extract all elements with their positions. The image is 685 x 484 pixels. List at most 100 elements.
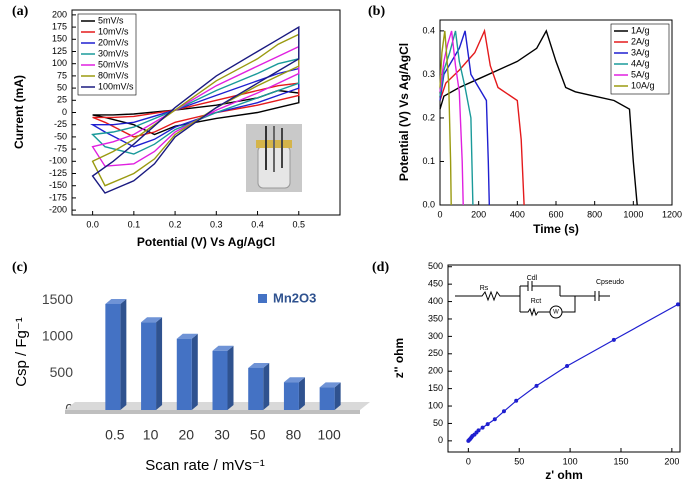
legend-label: 10A/g: [631, 80, 655, 90]
bar-side: [334, 382, 341, 410]
point: [476, 428, 481, 433]
bar-side: [191, 333, 198, 410]
y-tick-label: -125: [49, 168, 67, 178]
series-line: [439, 28, 525, 206]
legend-label: 100mV/s: [98, 81, 134, 91]
floor-front: [65, 410, 360, 414]
legend-label: 1A/g: [631, 25, 650, 35]
y-tick-label: 125: [52, 46, 67, 56]
x-tick-label: 0.3: [210, 219, 223, 229]
series-line: [439, 30, 490, 206]
y-tick-label: 350: [428, 313, 443, 323]
circuit-label: Rs: [480, 285, 489, 292]
x-tick-label: 0.1: [128, 219, 141, 229]
x-tick-label: 1000: [623, 209, 643, 219]
point: [514, 398, 519, 403]
legend-label: 4A/g: [631, 58, 650, 68]
y-tick-label: 200: [428, 366, 443, 376]
legend-label: 5mV/s: [98, 15, 124, 25]
y-tick-label: 100: [428, 400, 443, 410]
x-tick-label: 50: [250, 427, 266, 443]
point: [480, 425, 485, 430]
y-tick-label: -175: [49, 192, 67, 202]
bar: [105, 303, 121, 410]
legend-label: Mn2O3: [273, 290, 316, 305]
plot-frame: [447, 264, 681, 453]
legend-label: 50mV/s: [98, 59, 129, 69]
bar-side: [120, 298, 127, 410]
y-tick-label: -150: [49, 180, 67, 190]
legend-label: 2A/g: [631, 36, 650, 46]
y-tick-label: 500: [428, 261, 443, 271]
circuit-label: Cpseudo: [596, 279, 624, 286]
y-tick-label: 200: [52, 9, 67, 19]
x-tick-label: 0: [437, 209, 442, 219]
x-axis-title: Time (s): [533, 222, 579, 236]
x-tick-label: 50: [514, 456, 524, 466]
y-tick-label: 400: [428, 296, 443, 306]
bar: [283, 382, 299, 410]
x-tick-label: 0.5: [105, 427, 125, 443]
series-line: [467, 303, 679, 442]
circuit-label: W: [553, 310, 559, 316]
legend-label: 30mV/s: [98, 48, 129, 58]
bar-side: [298, 377, 305, 410]
x-tick-label: 100: [563, 456, 578, 466]
bar-top: [141, 317, 163, 323]
y-tick-label: 0.0: [422, 199, 435, 209]
series-line: [90, 67, 300, 148]
y-axis-title: z'' ohm: [392, 338, 406, 378]
circuit-label: Cdl: [527, 275, 538, 282]
legend-box: [610, 23, 670, 95]
panel: (a) Potential (V) Vs Ag/AgCl Current (mA) -…: [12, 4, 341, 249]
inset-photo: [246, 124, 302, 192]
x-tick-label: 0.5: [293, 219, 306, 229]
x-tick-label: 0.4: [251, 219, 264, 229]
panel-label: (a): [12, 4, 29, 19]
y-tick-label: 1000: [42, 328, 73, 344]
x-tick-label: 20: [178, 427, 194, 443]
circuit-wires: [455, 281, 610, 317]
legend-swatch: [258, 294, 267, 303]
bar-top: [319, 382, 341, 388]
y-tick-label: 300: [428, 331, 443, 341]
bar-top: [248, 362, 270, 368]
circuit-label: Rct: [531, 298, 542, 305]
bar: [212, 350, 228, 410]
x-tick-label: 600: [548, 209, 563, 219]
x-tick-label: 200: [471, 209, 486, 219]
y-tick-label: 0.3: [422, 69, 435, 79]
y-tick-label: 0.2: [422, 112, 435, 122]
y-tick-label: 50: [433, 418, 443, 428]
point: [492, 417, 497, 422]
y-tick-label: 250: [428, 348, 443, 358]
y-tick-label: 1500: [42, 291, 73, 307]
panel-label: (b): [368, 4, 385, 19]
x-axis-title: Potential (V) Vs Ag/AgCl: [137, 235, 275, 249]
series-line: [439, 30, 464, 206]
panel: (b) Time (s) Potential (V) Vs Ag/AgCl 0.0 0.…: [368, 4, 682, 236]
panel-label: (d): [372, 260, 389, 275]
bar-top: [176, 333, 198, 339]
x-tick-label: 0.0: [86, 219, 99, 229]
y-tick-label: 450: [428, 279, 443, 289]
x-tick-label: 100: [317, 427, 341, 443]
y-tick-label: -50: [54, 131, 67, 141]
x-tick-label: 1200: [662, 209, 682, 219]
y-tick-label: 175: [52, 21, 67, 31]
bar-side: [156, 317, 163, 410]
series-line: [91, 25, 300, 194]
point: [485, 422, 490, 427]
y-tick-label: 0.4: [422, 25, 435, 35]
series-line: [91, 57, 300, 155]
y-tick-label: 0: [438, 435, 443, 445]
y-axis-title: Potential (V) Vs Ag/AgCl: [397, 43, 411, 181]
y-tick-label: 500: [50, 364, 74, 380]
x-tick-label: 30: [214, 427, 230, 443]
y-tick-label: 100: [52, 58, 67, 68]
bar: [176, 338, 192, 410]
y-tick-label: -200: [49, 204, 67, 214]
y-tick-label: -25: [54, 119, 67, 129]
